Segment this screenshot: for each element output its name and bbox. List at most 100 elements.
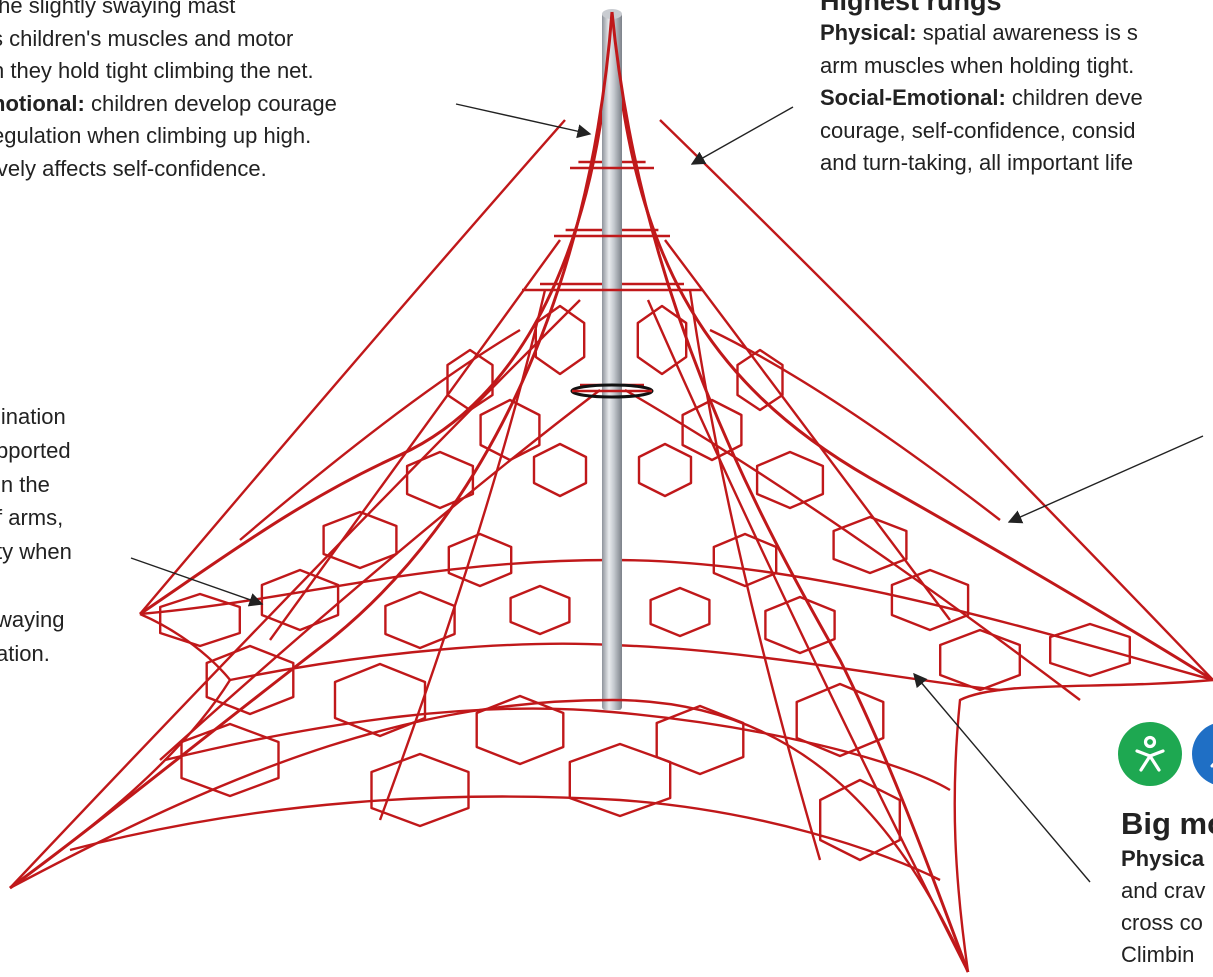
net-rope [568, 742, 672, 818]
annotation-line: and turn-taking, all important life [820, 147, 1143, 180]
annotation-text: l [0, 674, 1, 699]
net-rope [819, 778, 901, 862]
annotation-bottom-right: Physica and crav cross co Climbin [1121, 843, 1205, 971]
central-mast [602, 12, 622, 710]
net-rope [405, 450, 475, 510]
annotation-line: ty when [0, 535, 72, 569]
arrow-left [130, 557, 264, 607]
net-rope [649, 586, 711, 638]
net-rope [370, 752, 470, 828]
annotation-line: lination [0, 400, 72, 434]
net-rope [939, 628, 1021, 692]
annotation-text: lination [0, 404, 66, 429]
annotation-text: children develop courage [84, 90, 337, 116]
annotation-line: f arms, [0, 501, 72, 535]
annotation-heading-text: Physica [1121, 846, 1205, 871]
annotation-line: ively affects self-confidence. [0, 153, 337, 186]
annotation-text: ty when [0, 539, 72, 565]
net-rope [755, 450, 825, 510]
annotation-text: n they hold tight climbing the net. [0, 58, 314, 83]
physical-badge [1118, 722, 1182, 786]
net-rope [69, 795, 941, 882]
net-rope [688, 289, 822, 861]
annotation-text: courage, self-confidence, consid [820, 117, 1136, 143]
net-rope [709, 328, 1001, 521]
net-rope [764, 595, 836, 655]
annotation-line: notional: children develop courage [0, 88, 337, 121]
net-rope [636, 304, 688, 376]
net-rope [637, 442, 693, 498]
annotation-line: in the [0, 468, 72, 502]
net-rope [180, 722, 280, 798]
annotation-line: n they hold tight climbing the net. [0, 55, 337, 88]
net-rope [205, 644, 295, 716]
annotation-text: ation. [0, 640, 50, 666]
annotation-text: in the [0, 471, 50, 497]
annotation-text: cross co [1121, 910, 1203, 935]
social-badge [1192, 722, 1213, 786]
annotation-text: f arms, [0, 505, 64, 531]
net-rope [475, 694, 565, 766]
annotation-text: egulation when climbing up high. [0, 123, 312, 148]
annotation-text: waying [0, 606, 65, 632]
annotation-line: cross co [1121, 907, 1205, 939]
net-rope [322, 510, 398, 570]
annotation-line: and crav [1121, 875, 1205, 907]
net-rope [260, 568, 340, 632]
annotation-text: and crav [1121, 878, 1206, 903]
arrow-top-right [690, 106, 794, 165]
net-rope [659, 119, 1213, 681]
annotation-top-right: Physical: spatial awareness is s arm musc… [820, 17, 1143, 180]
annotation-text: Climbin [1121, 942, 1195, 967]
net-rope [795, 682, 885, 758]
net-rope [953, 678, 1213, 973]
annotation-text: children deve [1005, 85, 1143, 110]
net-rope [446, 348, 494, 412]
annotation-line: waying [0, 603, 72, 637]
annotation-text: the slightly swaying mast [0, 0, 236, 18]
net-rope [139, 558, 1213, 682]
annotation-arrows [130, 103, 1204, 883]
annotation-line: Social-Emotional: children deve [820, 82, 1143, 115]
net-rope [532, 442, 588, 498]
annotation-left: lination pported in the f arms, ty when way… [0, 400, 72, 704]
net-rope [534, 304, 586, 376]
net-rope [1049, 622, 1131, 678]
annotation-text [0, 573, 2, 598]
arrow-right [1007, 435, 1204, 524]
net-rope [832, 515, 908, 575]
net-rope [164, 707, 951, 792]
annotation-line: ation. [0, 637, 72, 671]
net-rope [269, 239, 561, 641]
net-rope [9, 698, 970, 973]
annotation-line: pported [0, 434, 72, 468]
net-rope [159, 592, 241, 648]
person-icon [1210, 762, 1213, 768]
annotation-line: Physica [1121, 843, 1205, 875]
annotation-line: arm muscles when holding tight. [820, 50, 1143, 83]
net-rope [378, 289, 547, 821]
net-rope [447, 532, 513, 588]
annotation-text: ively affects self-confidence. [0, 155, 267, 181]
person-figure-icon [1135, 735, 1165, 772]
arrow-top-left [455, 103, 592, 139]
annotation-line: courage, self-confidence, consid [820, 115, 1143, 148]
net-rope [646, 299, 970, 973]
annotation-heading-text: Physical: [820, 20, 917, 45]
annotation-top-right-title: Highest rungs [820, 0, 1002, 16]
net-rope [9, 11, 614, 890]
annotation-line: Physical: spatial awareness is s [820, 17, 1143, 50]
annotation-line: Climbin [1121, 939, 1205, 971]
annotation-text: pported [0, 437, 71, 463]
annotation-line: l [0, 670, 72, 704]
annotation-heading-text: notional: [0, 90, 85, 116]
net-rope [384, 590, 456, 650]
annotation-line: egulation when climbing up high. [0, 120, 337, 153]
annotation-line [0, 569, 72, 603]
net-rope [139, 119, 566, 615]
net-rope [239, 328, 521, 541]
net-rope [610, 11, 970, 973]
arrow-bottom-right [913, 672, 1091, 883]
rope-net-front [9, 11, 1213, 973]
